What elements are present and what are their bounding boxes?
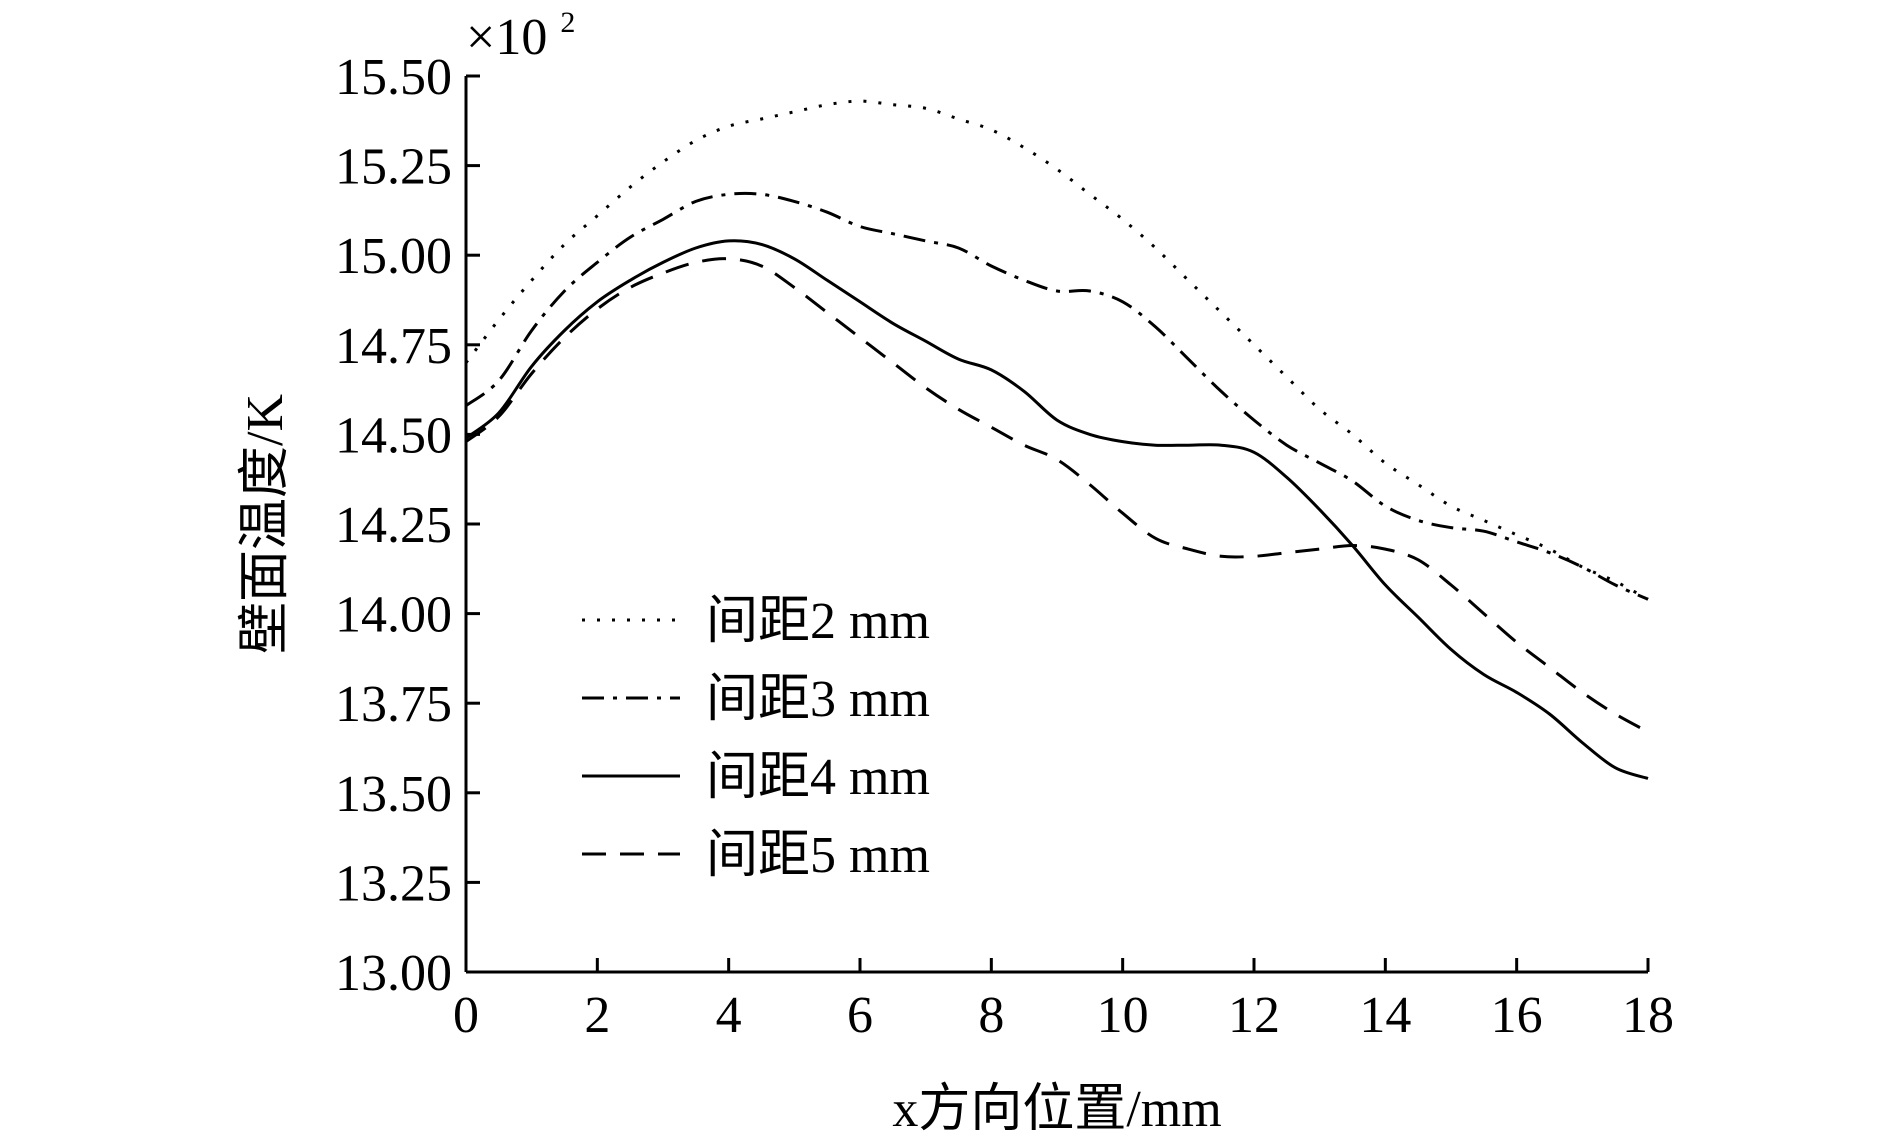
x-tick-label: 16 bbox=[1491, 987, 1543, 1044]
legend-label-1: 间距2 mm bbox=[706, 593, 930, 650]
y-tick-label: 13.25 bbox=[335, 855, 452, 912]
y-axis-title: 壁面温度/K bbox=[237, 394, 294, 654]
y-tick-label: 14.25 bbox=[335, 497, 452, 554]
series-line-1 bbox=[464, 99, 1649, 601]
series-line-4 bbox=[465, 257, 1649, 734]
y-tick-label: 14.00 bbox=[335, 587, 452, 644]
y-axis-multiplier-base: ×10 bbox=[466, 9, 547, 66]
y-tick-label: 13.75 bbox=[335, 676, 452, 733]
x-tick-label: 12 bbox=[1228, 987, 1280, 1044]
x-tick-label: 8 bbox=[978, 987, 1004, 1044]
x-tick-label: 18 bbox=[1622, 987, 1674, 1044]
legend-label-3: 间距4 mm bbox=[706, 749, 930, 806]
series-lines bbox=[464, 99, 1649, 780]
x-tick-label: 2 bbox=[584, 987, 610, 1044]
x-axis-title: x方向位置/mm bbox=[892, 1081, 1221, 1138]
y-tick-label: 15.25 bbox=[335, 139, 452, 196]
series-line-2 bbox=[465, 191, 1649, 601]
y-tick-label: 13.00 bbox=[335, 945, 452, 1002]
x-tick-label: 14 bbox=[1359, 987, 1411, 1044]
y-axis-multiplier: ×10 2 bbox=[466, 6, 575, 66]
y-tick-label: 15.50 bbox=[335, 49, 452, 106]
series-line-3 bbox=[465, 239, 1649, 780]
axis-ticks bbox=[464, 74, 1650, 974]
x-tick-label: 6 bbox=[847, 987, 873, 1044]
y-tick-label: 15.00 bbox=[335, 228, 452, 285]
y-tick-label: 13.50 bbox=[335, 766, 452, 823]
legend-label-2: 间距3 mm bbox=[706, 671, 930, 728]
x-tick-labels: 0 2 4 6 8 10 12 14 16 18 bbox=[453, 987, 1674, 1044]
y-tick-label: 14.50 bbox=[335, 407, 452, 464]
x-tick-label: 4 bbox=[716, 987, 742, 1044]
legend-label-4: 间距5 mm bbox=[706, 827, 930, 884]
y-tick-labels: 13.00 13.25 13.50 13.75 14.00 14.25 14.50 14.75… bbox=[335, 49, 452, 1002]
x-tick-label: 0 bbox=[453, 987, 479, 1044]
y-axis-multiplier-exponent: 2 bbox=[560, 6, 575, 39]
y-tick-label: 14.75 bbox=[335, 318, 452, 375]
legend: 间距2 mm 间距3 mm 间距4 mm 间距5 mm bbox=[582, 593, 930, 884]
x-tick-label: 10 bbox=[1097, 987, 1149, 1044]
